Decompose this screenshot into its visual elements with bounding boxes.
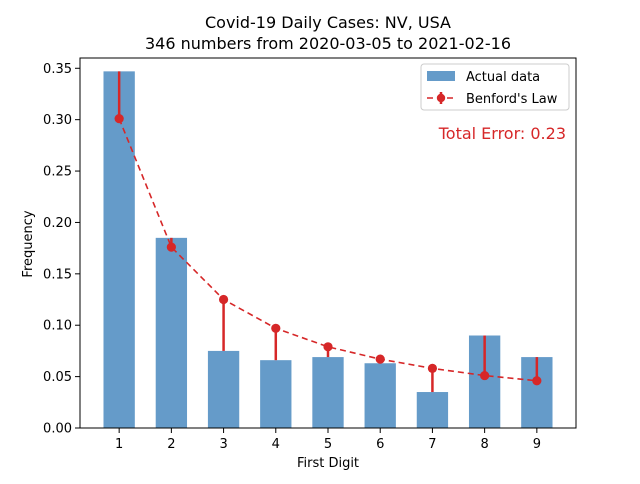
legend: Actual data Benford's Law <box>420 63 570 111</box>
x-tick-label: 1 <box>115 437 123 452</box>
benford-point-digit-2 <box>166 242 176 252</box>
bar-digit-3 <box>207 350 240 428</box>
x-tick-label: 6 <box>376 437 384 452</box>
benford-line <box>118 118 537 382</box>
benford-point-digit-8 <box>480 370 490 381</box>
y-axis-label: Frequency <box>21 210 36 277</box>
y-tick-label: 0.10 <box>43 319 72 334</box>
bar-digit-4 <box>260 360 292 428</box>
y-tick-label: 0.00 <box>43 422 72 437</box>
bar-digit-2 <box>155 237 188 428</box>
y-tick-label: 0.35 <box>43 62 72 77</box>
legend-label-benford: Benford's Law <box>466 92 558 107</box>
bar-digit-6 <box>364 363 396 428</box>
plot-area: 0.00 0.05 0.10 0.15 0.20 0.25 0.30 0.35 1 2 3 4 5 6 7 8… <box>43 57 577 452</box>
benford-point-digit-3 <box>218 294 229 305</box>
y-tick-label: 0.30 <box>43 113 72 128</box>
x-tick-label: 5 <box>324 437 332 452</box>
x-tick-label: 7 <box>428 437 436 452</box>
legend-swatch-actual <box>427 71 455 81</box>
bar-digit-1 <box>103 71 135 428</box>
bar-digit-5 <box>312 357 344 428</box>
benford-point-digit-4 <box>271 323 281 333</box>
x-axis-label: First Digit <box>297 456 359 471</box>
benford-point-digit-9 <box>532 376 542 386</box>
total-error-annotation: Total Error: 0.23 <box>438 124 566 143</box>
y-tick-label: 0.05 <box>43 370 72 385</box>
x-tick-label: 3 <box>219 437 227 452</box>
chart-title: Covid-19 Daily Cases: NV, USA <box>205 13 451 32</box>
legend-box <box>420 63 570 111</box>
y-tick-label: 0.25 <box>43 165 72 180</box>
x-tick-label: 2 <box>167 437 175 452</box>
benford-point-digit-5 <box>323 342 333 352</box>
chart-subtitle: 346 numbers from 2020-03-05 to 2021-02-1… <box>145 34 511 53</box>
legend-label-actual: Actual data <box>466 70 540 85</box>
x-tick-label: 4 <box>272 437 280 452</box>
y-tick-label: 0.20 <box>43 216 72 231</box>
y-tick-label: 0.15 <box>43 267 72 282</box>
benford-point-digit-1 <box>114 114 124 124</box>
x-tick-label: 8 <box>480 437 488 452</box>
benford-point-digit-6 <box>375 354 385 364</box>
legend-swatch-benford-marker <box>436 93 446 103</box>
benford-point-digit-7 <box>427 363 438 373</box>
x-tick-label: 9 <box>533 437 541 452</box>
bar-digit-7 <box>416 392 449 428</box>
